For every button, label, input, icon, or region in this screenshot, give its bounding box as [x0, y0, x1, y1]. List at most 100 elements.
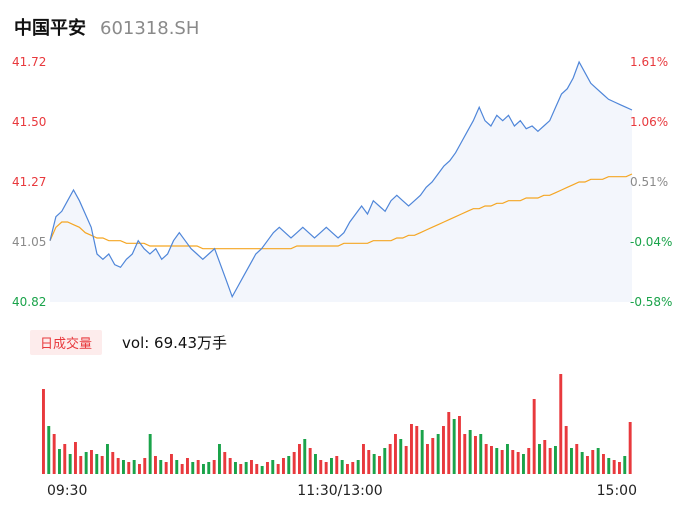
- y-axis-right-percent: 1.61% 1.06% 0.51% -0.04% -0.58%: [630, 55, 672, 309]
- volume-bar: [84, 452, 88, 474]
- volume-bar: [191, 462, 195, 474]
- time-axis: 09:30 11:30/13:00 15:00: [47, 483, 637, 499]
- volume-bar: [255, 464, 259, 474]
- volume-bar: [420, 430, 424, 474]
- time-tick-label: 09:30: [47, 483, 87, 499]
- volume-bar: [170, 454, 173, 474]
- volume-bar: [340, 460, 344, 474]
- y-tick-label: 41.05: [12, 235, 46, 249]
- volume-bar: [575, 444, 579, 474]
- volume-bar: [154, 456, 157, 474]
- volume-bar: [111, 452, 115, 474]
- time-tick-label: 11:30/13:00: [297, 483, 382, 499]
- volume-bar: [282, 458, 285, 474]
- volume-bar: [447, 412, 451, 474]
- y-tick-label: 41.50: [12, 115, 46, 129]
- volume-bar: [404, 446, 408, 474]
- y-tick-label: 41.27: [12, 175, 46, 189]
- volume-bar: [399, 439, 403, 474]
- volume-bar: [548, 448, 552, 474]
- y-percent-label: 1.61%: [630, 55, 668, 69]
- volume-bar: [463, 434, 467, 474]
- volume-bar: [458, 416, 461, 474]
- volume-bar: [511, 450, 515, 474]
- stock-code: 601318.SH: [100, 18, 200, 39]
- volume-bar: [303, 439, 307, 474]
- volume-bar: [271, 460, 275, 474]
- volume-bar: [628, 422, 632, 474]
- y-tick-label: 41.72: [12, 55, 46, 69]
- volume-bar: [410, 424, 413, 474]
- volume-bar: [63, 444, 67, 474]
- volume-bar: [47, 426, 51, 474]
- volume-bar: [68, 454, 72, 474]
- y-percent-label: 0.51%: [630, 175, 668, 189]
- volume-bar: [372, 454, 376, 474]
- volume-bar: [431, 438, 435, 474]
- volume-bar: [468, 430, 472, 474]
- volume-bar: [564, 426, 568, 474]
- volume-bar: [527, 448, 531, 474]
- volume-bar: [324, 462, 328, 474]
- volume-bar: [218, 444, 221, 474]
- volume-bar: [351, 462, 355, 474]
- volume-tab[interactable]: 日成交量: [30, 330, 103, 355]
- volume-bar: [74, 442, 77, 474]
- stock-header: 中国平安 601318.SH: [14, 14, 200, 39]
- volume-bar: [378, 456, 381, 474]
- volume-bar: [106, 444, 109, 474]
- volume-bar: [266, 462, 269, 474]
- volume-bar: [180, 464, 184, 474]
- volume-bar: [532, 399, 536, 474]
- volume-bar: [356, 460, 360, 474]
- price-area-fill: [50, 62, 632, 302]
- volume-bar: [618, 462, 621, 474]
- volume-bars: [42, 374, 632, 474]
- volume-bar: [591, 450, 595, 474]
- volume-bar: [159, 460, 163, 474]
- stock-name: 中国平安: [14, 18, 86, 39]
- volume-bar: [330, 458, 333, 474]
- volume-header: 日成交量 vol: 69.43万手: [30, 330, 228, 355]
- volume-bar: [42, 389, 45, 474]
- volume-bar: [196, 460, 200, 474]
- volume-bar: [596, 448, 600, 474]
- volume-bar: [90, 450, 93, 474]
- volume-bar: [79, 456, 83, 474]
- volume-bar: [484, 444, 488, 474]
- volume-bar: [506, 444, 509, 474]
- price-line: [49, 60, 633, 299]
- volume-bar: [239, 464, 243, 474]
- volume-bar: [175, 460, 179, 474]
- volume-bar: [490, 446, 493, 474]
- volume-bar: [495, 448, 499, 474]
- volume-bar: [516, 452, 520, 474]
- volume-bar: [308, 448, 312, 474]
- volume-bar: [500, 450, 504, 474]
- volume-bar: [554, 446, 557, 474]
- volume-bar: [95, 454, 99, 474]
- volume-bar: [207, 462, 211, 474]
- volume-bar: [186, 458, 189, 474]
- volume-bar: [383, 448, 387, 474]
- volume-bar: [223, 452, 227, 474]
- volume-bar: [212, 460, 216, 474]
- intraday-price-chart[interactable]: 41.72 41.50 41.27 41.05 40.82 1.61% 1.06% 0.51…: [0, 0, 686, 320]
- volume-readout: vol: 69.43万手: [122, 334, 228, 352]
- volume-bar: [538, 444, 541, 474]
- volume-bar: [287, 456, 291, 474]
- volume-bar: [244, 462, 248, 474]
- volume-bar: [415, 426, 419, 474]
- volume-bar: [260, 466, 264, 474]
- volume-bar: [442, 426, 445, 474]
- volume-bar: [52, 434, 56, 474]
- volume-bar: [367, 450, 371, 474]
- volume-bar: [202, 464, 205, 474]
- volume-bar: [570, 448, 573, 474]
- volume-bar: [426, 444, 429, 474]
- volume-bar: [479, 434, 483, 474]
- volume-bar: [164, 462, 168, 474]
- volume-bar: [607, 458, 611, 474]
- volume-bar: [127, 462, 131, 474]
- volume-bar: [138, 464, 141, 474]
